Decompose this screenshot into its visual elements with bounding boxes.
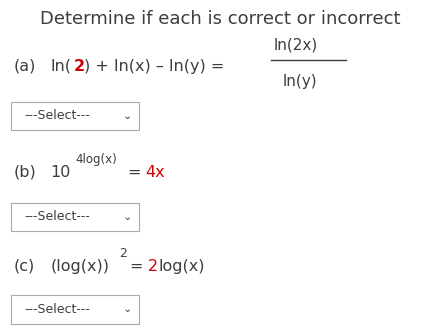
Text: log(x): log(x) [159, 259, 205, 274]
FancyBboxPatch shape [11, 203, 139, 231]
Text: ⌄: ⌄ [122, 305, 132, 314]
Text: =: = [128, 165, 146, 180]
Text: (c): (c) [13, 259, 34, 274]
Text: 2: 2 [74, 59, 85, 74]
FancyBboxPatch shape [11, 296, 139, 324]
Text: ---Select---: ---Select--- [24, 303, 90, 316]
Text: ⌄: ⌄ [122, 212, 132, 222]
Text: ---Select---: ---Select--- [24, 109, 90, 122]
Text: Determine if each is correct or incorrect: Determine if each is correct or incorrec… [40, 10, 401, 28]
Text: (log(x)): (log(x)) [51, 259, 110, 274]
Text: (a): (a) [13, 59, 36, 74]
Text: 2: 2 [148, 259, 158, 274]
Text: 10: 10 [51, 165, 71, 180]
Text: (b): (b) [13, 165, 36, 180]
Text: 2: 2 [119, 247, 127, 260]
Text: ---Select---: ---Select--- [24, 210, 90, 223]
Text: ln(2x): ln(2x) [273, 37, 318, 52]
Text: ln(y): ln(y) [282, 73, 317, 89]
Text: ) + ln(x) – ln(y) =: ) + ln(x) – ln(y) = [84, 59, 224, 74]
Text: ⌄: ⌄ [122, 111, 132, 121]
Text: 4x: 4x [146, 165, 165, 180]
FancyBboxPatch shape [11, 102, 139, 130]
Text: =: = [130, 259, 149, 274]
Text: ln(: ln( [51, 59, 72, 74]
Text: 4log(x): 4log(x) [75, 153, 117, 166]
